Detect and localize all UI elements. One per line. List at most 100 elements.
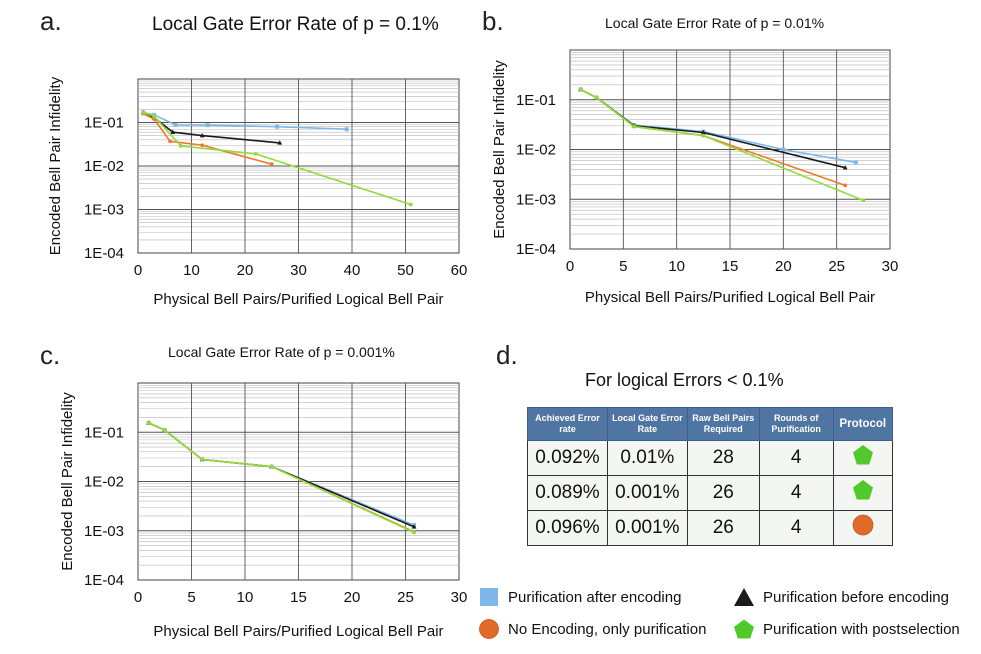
data-point <box>861 198 866 203</box>
y-tick-label: 1E-01 <box>84 115 124 132</box>
col-header-local: Local Gate Error Rate <box>606 407 688 441</box>
panel-letter-b: b. <box>482 6 504 36</box>
x-tick-label: 20 <box>775 258 792 275</box>
data-point <box>594 95 599 100</box>
y-tick-label: 1E-03 <box>516 191 556 208</box>
y-tick-label: 1E-04 <box>84 572 124 589</box>
cell-achieved: 0.089% <box>527 475 608 511</box>
y-axis-label: Encoded Bell Pair Infidelity <box>47 76 64 255</box>
cell-raw: 28 <box>686 440 760 476</box>
col-header-rounds: Rounds of Purification <box>758 407 834 441</box>
data-point <box>141 110 146 115</box>
cell-rounds: 4 <box>758 510 834 546</box>
col-header-protocol: Protocol <box>832 407 894 441</box>
y-tick-label: 1E-02 <box>84 158 124 175</box>
y-tick-label: 1E-03 <box>84 202 124 219</box>
cell-protocol <box>832 475 894 511</box>
cell-achieved: 0.092% <box>527 440 608 476</box>
y-tick-label: 1E-02 <box>516 142 556 159</box>
x-tick-label: 5 <box>619 258 627 275</box>
y-tick-label: 1E-01 <box>516 92 556 109</box>
y-tick-label: 1E-03 <box>84 523 124 540</box>
x-axis-label: Physical Bell Pairs/Purified Logical Bel… <box>153 291 443 308</box>
data-point <box>168 139 173 144</box>
pentagon-icon <box>852 445 873 465</box>
data-point <box>411 524 417 529</box>
data-point <box>253 151 258 156</box>
table-row: 0.089% 0.001% 26 4 <box>527 475 894 511</box>
data-point <box>277 140 283 145</box>
panel-letter-c: c. <box>40 340 61 370</box>
x-tick-label: 30 <box>451 589 468 606</box>
x-tick-label: 20 <box>344 589 361 606</box>
data-point <box>173 122 178 127</box>
data-point <box>781 147 786 152</box>
data-point <box>146 420 151 425</box>
legend-label: Purification after encoding <box>508 588 682 606</box>
data-point <box>269 162 274 167</box>
y-tick-label: 1E-02 <box>84 474 124 491</box>
y-tick-label: 1E-04 <box>84 245 124 262</box>
chart-b-title: Local Gate Error Rate of p = 0.01% <box>605 15 825 31</box>
pentagon-icon <box>852 480 873 500</box>
data-point <box>200 143 205 148</box>
cell-protocol <box>832 440 894 476</box>
legend-item-after-encoding: Purification after encoding <box>478 586 681 608</box>
x-axis-label: Physical Bell Pairs/Purified Logical Bel… <box>153 623 443 640</box>
data-point <box>275 124 280 129</box>
data-point <box>632 124 636 129</box>
results-table: Achieved Error rate Local Gate Error Rat… <box>527 407 894 546</box>
panel-letter-d: d. <box>496 340 518 370</box>
data-point <box>178 143 183 148</box>
data-point <box>842 165 848 170</box>
data-point <box>152 114 156 119</box>
circle-icon <box>479 619 499 639</box>
cell-local: 0.001% <box>606 510 688 546</box>
cell-rounds: 4 <box>758 475 834 511</box>
data-point <box>199 132 205 138</box>
triangle-icon <box>734 588 754 606</box>
pentagon-icon <box>734 619 754 639</box>
table-row: 0.092% 0.01% 28 4 <box>527 440 894 476</box>
y-tick-label: 1E-04 <box>516 241 556 258</box>
cell-local: 0.01% <box>606 440 688 476</box>
cell-rounds: 4 <box>758 440 834 476</box>
data-point <box>853 160 858 165</box>
x-tick-label: 10 <box>237 589 254 606</box>
data-point <box>162 428 167 433</box>
y-axis-label: Encoded Bell Pair Infidelity <box>491 60 508 239</box>
x-tick-label: 0 <box>134 589 142 606</box>
x-tick-label: 30 <box>882 258 899 275</box>
data-point <box>700 129 706 135</box>
cell-raw: 26 <box>686 510 760 546</box>
x-tick-label: 15 <box>722 258 739 275</box>
data-point <box>701 133 706 138</box>
data-point <box>200 457 205 462</box>
x-tick-label: 30 <box>290 262 307 279</box>
x-tick-label: 10 <box>668 258 685 275</box>
y-axis-label: Encoded Bell Pair Infidelity <box>59 392 76 571</box>
data-point <box>408 202 413 207</box>
legend-label: Purification with postselection <box>763 620 960 638</box>
square-icon <box>480 588 498 606</box>
table-row: 0.096% 0.001% 26 4 <box>527 510 894 546</box>
table-title: For logical Errors < 0.1% <box>585 370 784 390</box>
x-tick-label: 5 <box>187 589 195 606</box>
x-tick-label: 25 <box>397 589 414 606</box>
legend-label: No Encoding, only purification <box>508 620 707 638</box>
legend-item-no-encoding: No Encoding, only purification <box>478 618 706 640</box>
legend-item-before-encoding: Purification before encoding <box>733 586 949 608</box>
cell-achieved: 0.096% <box>527 510 608 546</box>
data-point <box>269 464 274 469</box>
x-tick-label: 20 <box>237 262 254 279</box>
data-point <box>843 183 848 188</box>
cell-protocol <box>832 510 894 546</box>
data-point <box>205 123 210 128</box>
col-header-raw: Raw Bell Pairs Required <box>686 407 760 441</box>
x-tick-label: 15 <box>290 589 307 606</box>
x-tick-label: 25 <box>828 258 845 275</box>
chart-a-title: Local Gate Error Rate of p = 0.1% <box>152 14 439 35</box>
data-point <box>344 127 349 132</box>
x-tick-label: 0 <box>134 262 142 279</box>
